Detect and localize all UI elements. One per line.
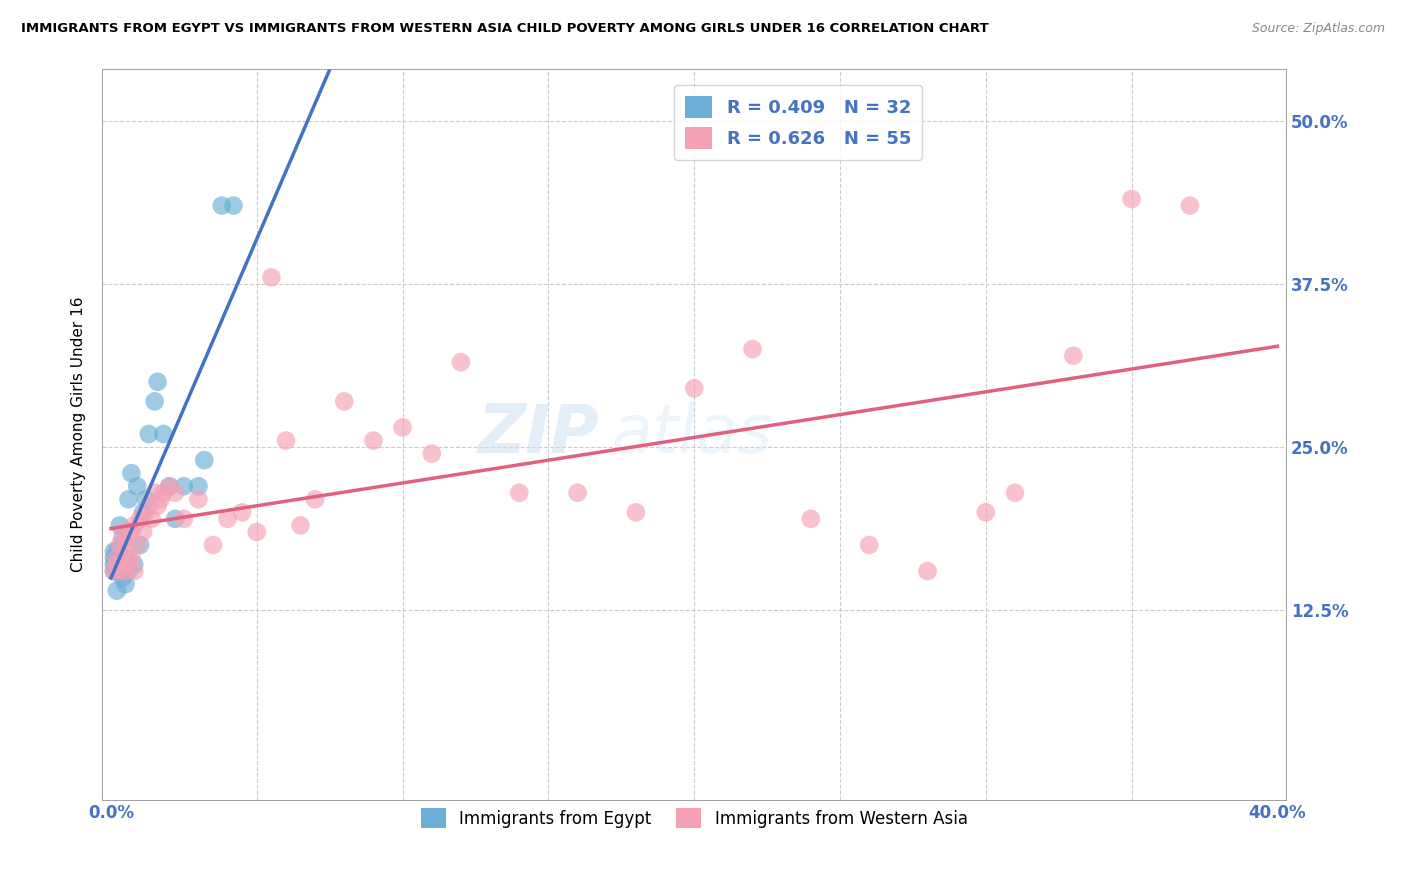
Point: [105, 551, 128, 566]
Point: [105, 583, 128, 598]
Point: [274, 434, 297, 448]
Point: [127, 479, 149, 493]
Point: [117, 551, 139, 566]
Point: [165, 512, 187, 526]
Point: [111, 558, 134, 572]
Point: [974, 505, 997, 519]
Point: [917, 564, 939, 578]
Point: [111, 532, 134, 546]
Point: [138, 427, 160, 442]
Text: IMMIGRANTS FROM EGYPT VS IMMIGRANTS FROM WESTERN ASIA CHILD POVERTY AMONG GIRLS : IMMIGRANTS FROM EGYPT VS IMMIGRANTS FROM…: [21, 22, 988, 36]
Point: [111, 524, 134, 539]
Point: [129, 512, 152, 526]
Point: [103, 544, 125, 558]
Point: [143, 394, 166, 409]
Point: [1004, 485, 1026, 500]
Point: [105, 564, 128, 578]
Point: [114, 577, 136, 591]
Y-axis label: Child Poverty Among Girls Under 16: Child Poverty Among Girls Under 16: [72, 296, 86, 572]
Point: [146, 375, 169, 389]
Point: [173, 479, 195, 493]
Point: [103, 564, 125, 578]
Point: [114, 551, 136, 566]
Point: [120, 466, 142, 480]
Point: [132, 505, 155, 519]
Point: [290, 518, 312, 533]
Point: [103, 564, 125, 578]
Point: [508, 485, 530, 500]
Point: [304, 492, 326, 507]
Point: [800, 512, 823, 526]
Text: Source: ZipAtlas.com: Source: ZipAtlas.com: [1251, 22, 1385, 36]
Point: [187, 492, 209, 507]
Point: [1062, 349, 1084, 363]
Point: [246, 524, 269, 539]
Point: [117, 492, 139, 507]
Point: [858, 538, 880, 552]
Point: [114, 538, 136, 552]
Point: [1178, 198, 1201, 212]
Point: [111, 571, 134, 585]
Text: atlas: atlas: [612, 401, 772, 467]
Point: [363, 434, 385, 448]
Point: [124, 564, 146, 578]
Point: [624, 505, 647, 519]
Point: [165, 485, 187, 500]
Point: [683, 381, 706, 395]
Point: [114, 564, 136, 578]
Point: [135, 492, 157, 507]
Text: ZIP: ZIP: [478, 401, 599, 467]
Point: [222, 198, 245, 212]
Point: [391, 420, 413, 434]
Point: [420, 447, 443, 461]
Point: [105, 558, 128, 572]
Point: [157, 479, 180, 493]
Point: [108, 558, 131, 572]
Point: [108, 538, 131, 552]
Point: [120, 551, 142, 566]
Point: [117, 564, 139, 578]
Point: [108, 564, 131, 578]
Point: [143, 485, 166, 500]
Point: [450, 355, 472, 369]
Point: [138, 499, 160, 513]
Point: [135, 505, 157, 519]
Point: [103, 551, 125, 566]
Point: [333, 394, 356, 409]
Legend: Immigrants from Egypt, Immigrants from Western Asia: Immigrants from Egypt, Immigrants from W…: [415, 801, 974, 835]
Point: [124, 518, 146, 533]
Point: [120, 524, 142, 539]
Point: [132, 524, 155, 539]
Point: [103, 558, 125, 572]
Point: [152, 427, 174, 442]
Point: [231, 505, 253, 519]
Point: [149, 492, 172, 507]
Point: [152, 485, 174, 500]
Point: [141, 512, 163, 526]
Point: [157, 479, 180, 493]
Point: [193, 453, 215, 467]
Point: [1121, 192, 1143, 206]
Point: [211, 198, 233, 212]
Point: [202, 538, 225, 552]
Point: [146, 499, 169, 513]
Point: [127, 538, 149, 552]
Point: [260, 270, 283, 285]
Point: [741, 342, 763, 356]
Point: [129, 538, 152, 552]
Point: [124, 558, 146, 572]
Point: [217, 512, 239, 526]
Point: [105, 544, 128, 558]
Point: [173, 512, 195, 526]
Point: [567, 485, 589, 500]
Point: [187, 479, 209, 493]
Point: [108, 518, 131, 533]
Point: [117, 524, 139, 539]
